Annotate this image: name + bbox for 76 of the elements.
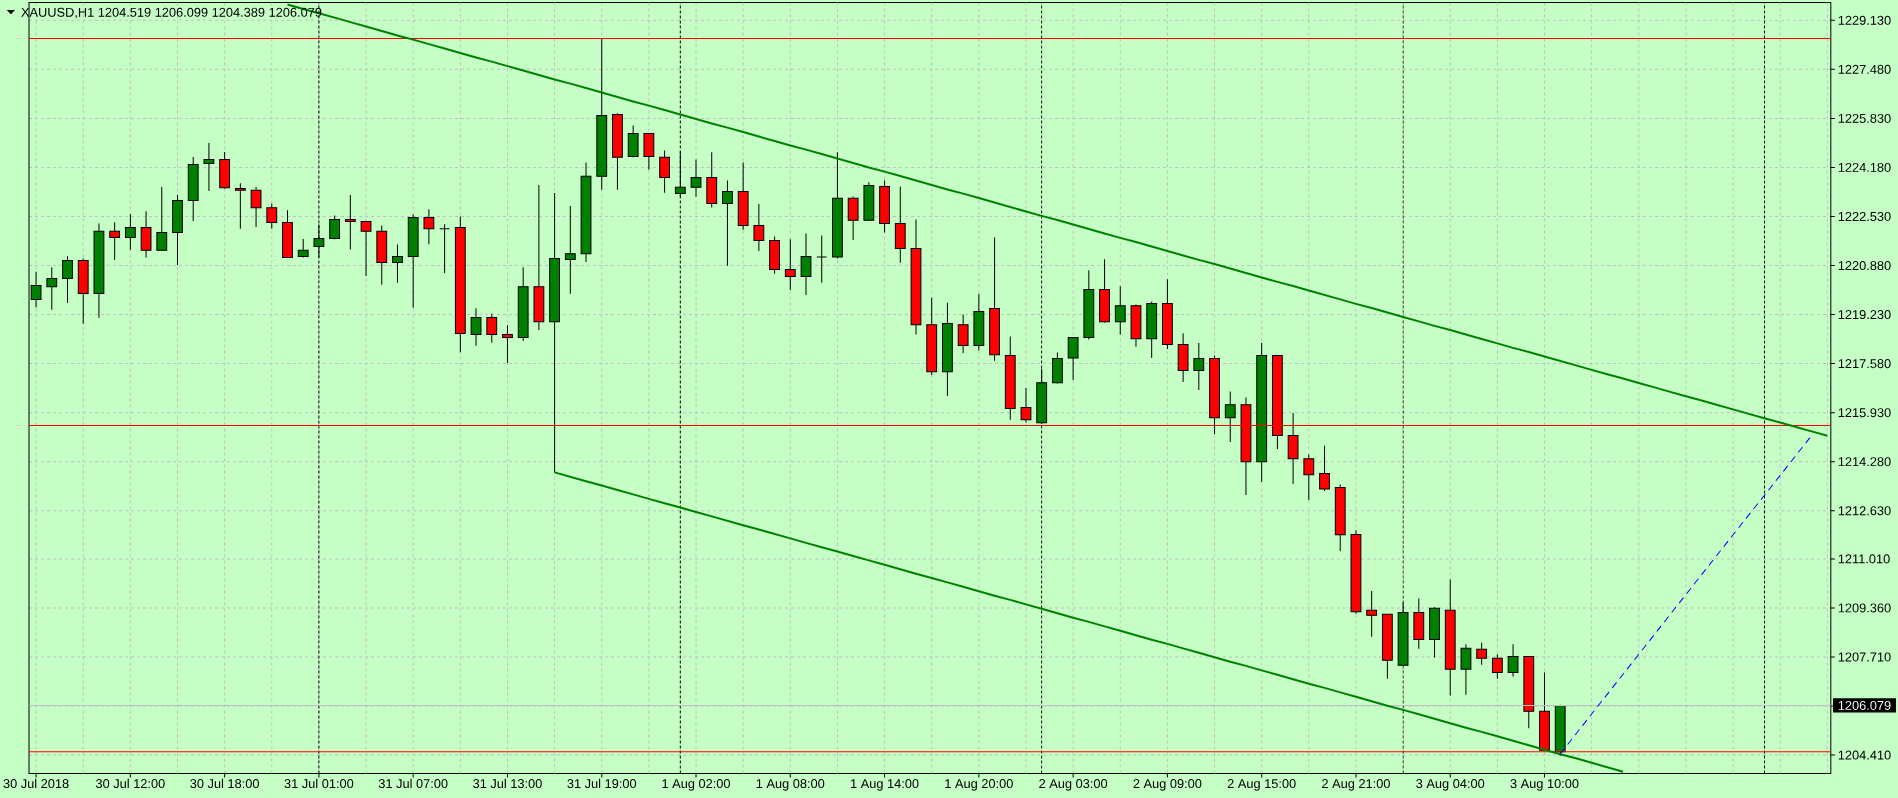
y-tick-label: 1224.180 <box>1838 162 1891 172</box>
candlestick <box>266 202 278 230</box>
candlestick <box>627 125 639 158</box>
y-tick-label: 1215.930 <box>1838 408 1891 418</box>
x-tick-label: 30 Jul 18:00 <box>190 778 259 789</box>
candlestick <box>1020 387 1032 423</box>
candlestick <box>46 266 58 311</box>
y-tick-label: 1217.580 <box>1838 359 1891 369</box>
x-tick-label: 1 Aug 02:00 <box>662 779 730 791</box>
candlestick <box>234 182 246 230</box>
candlestick <box>1460 643 1472 696</box>
candlestick <box>957 314 969 354</box>
y-tick-label: 1225.830 <box>1838 113 1891 123</box>
candlestick <box>1193 342 1205 391</box>
y-tick-label: 1229.130 <box>1838 15 1891 25</box>
candlestick <box>297 238 309 258</box>
candlestick <box>722 180 733 267</box>
candlestick <box>250 186 262 228</box>
x-tick-label: 2 Aug 15:00 <box>1227 779 1296 791</box>
y-tick-label: 1204.410 <box>1838 750 1891 760</box>
candlestick <box>1224 391 1236 443</box>
y-tick-label: 1207.710 <box>1838 652 1891 662</box>
candlestick <box>1491 653 1503 680</box>
candlestick <box>1114 285 1126 335</box>
candlestick <box>156 186 168 251</box>
candlestick <box>203 142 215 192</box>
candlestick <box>140 210 152 258</box>
candlestick <box>643 133 655 171</box>
candlestick <box>800 232 812 296</box>
x-tick-label: 31 Jul 01:00 <box>284 778 354 789</box>
candlestick <box>360 221 372 277</box>
x-tick-label: 31 Jul 19:00 <box>567 778 637 789</box>
x-tick-label: 1 Aug 20:00 <box>945 779 1013 791</box>
candlestick <box>784 238 796 291</box>
y-tick-label: 1220.880 <box>1838 261 1891 271</box>
candlestick <box>423 208 435 245</box>
x-tick-label: 30 Jul 2018 <box>3 778 69 789</box>
candlestick <box>1476 641 1488 666</box>
x-tick-label: 30 Jul 12:00 <box>95 778 165 789</box>
candlestick <box>62 255 73 304</box>
candlestick <box>392 243 403 284</box>
candlestick <box>1067 336 1079 381</box>
candlestick <box>344 194 356 250</box>
y-tick-label: 1227.480 <box>1838 64 1891 74</box>
y-tick-label: 1211.010 <box>1838 554 1890 564</box>
y-tick-label: 1212.630 <box>1838 506 1891 516</box>
ref-line-label: 1206.079 <box>1838 700 1891 710</box>
x-tick-label: 31 Jul 13:00 <box>473 778 542 789</box>
candlestick <box>847 196 859 241</box>
y-tick-label: 1209.360 <box>1838 603 1891 613</box>
candlestick <box>659 150 670 194</box>
x-tick-label: 1 Aug 14:00 <box>851 779 919 791</box>
x-tick-label: 2 Aug 03:00 <box>1039 779 1108 791</box>
candlestick <box>439 223 451 274</box>
y-tick-label: 1222.530 <box>1838 211 1891 222</box>
x-tick-label: 31 Jul 07:00 <box>378 778 448 789</box>
candlestick <box>564 205 576 295</box>
x-tick-label: 2 Aug 21:00 <box>1322 779 1390 791</box>
candlestick <box>470 307 482 347</box>
candlestick <box>816 235 828 284</box>
x-tick-label: 2 Aug 09:00 <box>1133 779 1202 791</box>
candlestick <box>753 203 765 252</box>
candlestick <box>1303 454 1315 501</box>
candlestick <box>690 158 702 198</box>
candlestick <box>1507 643 1519 678</box>
x-tick-label: 3 Aug 10:00 <box>1510 779 1579 791</box>
candlestick <box>502 324 513 364</box>
candlestick <box>486 313 498 344</box>
y-tick-label: 1214.280 <box>1838 457 1891 467</box>
y-tick-label: 1219.230 <box>1838 310 1891 320</box>
candlestick <box>124 213 136 251</box>
x-tick-label: 3 Aug 04:00 <box>1416 779 1485 791</box>
candlestick <box>1366 590 1378 638</box>
candlestick <box>1319 445 1330 492</box>
candlestick <box>109 221 121 261</box>
x-tick-label: 1 Aug 08:00 <box>756 779 825 791</box>
